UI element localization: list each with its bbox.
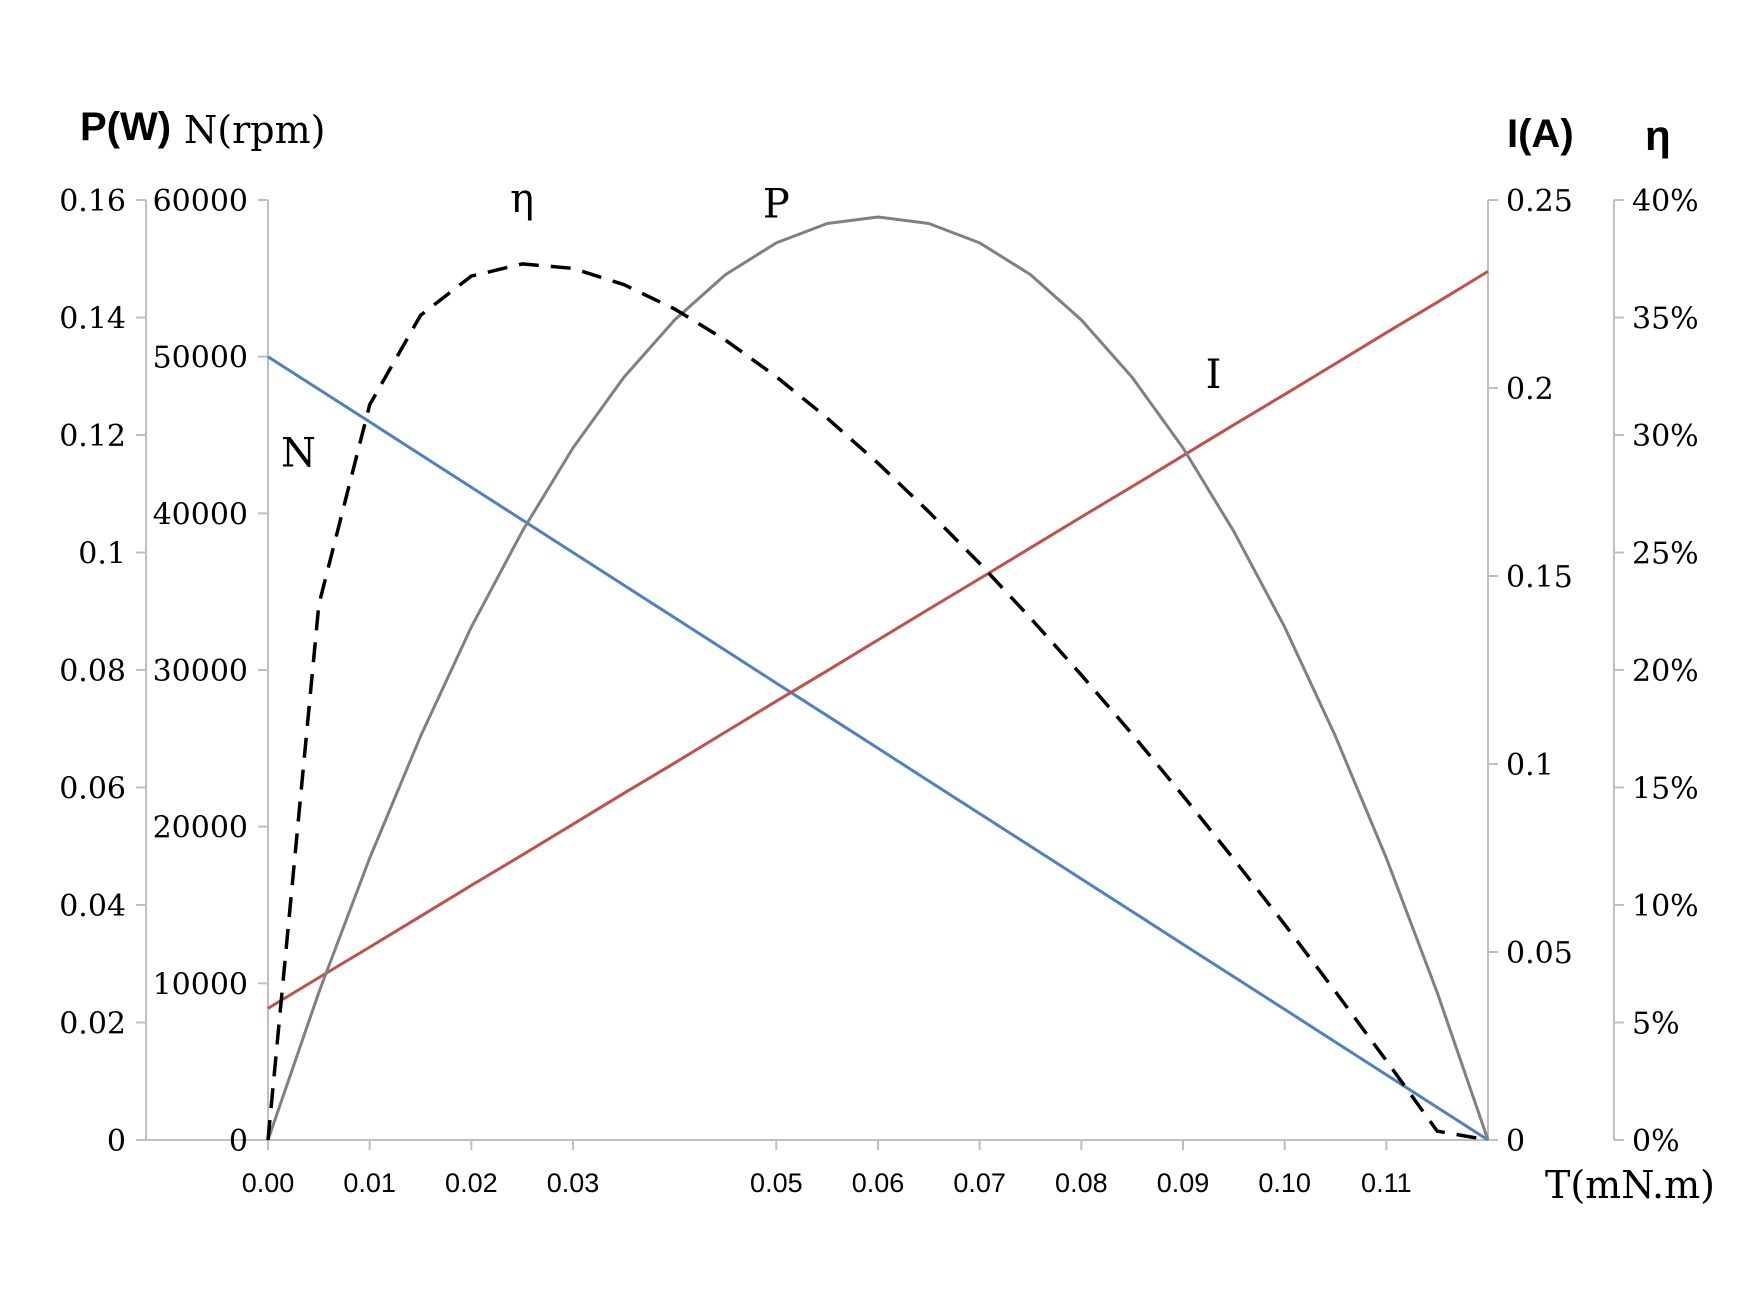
x-tick-label: 0.05 [750, 1168, 803, 1198]
axes-layer [136, 199, 1624, 1150]
curve-label-P: P [763, 182, 790, 228]
I-tick-label: 0 [1506, 1124, 1525, 1159]
I-tick-label: 0.2 [1506, 372, 1554, 407]
N-tick-label: 50000 [153, 341, 248, 376]
N-tick-label: 40000 [153, 497, 248, 532]
curve-label-N: N [281, 430, 316, 476]
x-tick-label: 0.00 [242, 1168, 295, 1198]
P-tick-label: 0.04 [59, 889, 126, 924]
x-tick-label: 0.09 [1157, 1168, 1210, 1198]
I-axis-title: I(A) [1507, 112, 1574, 156]
eta-tick-label: 0% [1632, 1124, 1680, 1159]
I-tick-label: 0.15 [1506, 560, 1573, 595]
series-N-line [267, 355, 1489, 1142]
N-tick-label: 0 [229, 1124, 248, 1159]
P-tick-label: 0.16 [59, 184, 126, 219]
x-tick-label: 0.07 [953, 1168, 1006, 1198]
P-tick-label: 0.12 [59, 419, 126, 454]
P-axis-title: P(W) [80, 105, 171, 149]
eta-axis-title: η [1645, 112, 1671, 159]
N-axis-title: N(rpm) [184, 108, 325, 152]
I-tick-label: 0.1 [1506, 748, 1554, 783]
curve-label-I: I [1206, 352, 1222, 398]
x-tick-label: 0.10 [1258, 1168, 1311, 1198]
N-tick-label: 30000 [153, 654, 248, 689]
eta-tick-label: 10% [1632, 889, 1699, 924]
x-tick-label: 0.02 [445, 1168, 498, 1198]
I-tick-label: 0.05 [1506, 936, 1573, 971]
eta-tick-label: 15% [1632, 772, 1699, 807]
eta-tick-label: 30% [1632, 419, 1699, 454]
P-tick-label: 0 [107, 1124, 126, 1159]
N-tick-label: 60000 [153, 184, 248, 219]
eta-tick-label: 20% [1632, 654, 1699, 689]
P-tick-label: 0.06 [59, 772, 126, 807]
curve-label-eta: η [510, 176, 534, 222]
x-tick-label: 0.06 [852, 1168, 905, 1198]
eta-tick-label: 40% [1632, 184, 1699, 219]
P-tick-label: 0.1 [78, 537, 126, 572]
x-axis-title: T(mN.m) [1545, 1163, 1715, 1207]
P-tick-label: 0.08 [59, 654, 126, 689]
P-tick-label: 0.02 [59, 1007, 126, 1042]
eta-tick-label: 35% [1632, 302, 1699, 337]
series-P-line [266, 215, 1490, 1141]
x-tick-label: 0.03 [547, 1168, 600, 1198]
x-tick-label: 0.11 [1361, 1168, 1412, 1198]
eta-tick-label: 5% [1632, 1007, 1680, 1042]
series-layer [266, 215, 1490, 1142]
N-tick-label: 20000 [153, 811, 248, 846]
I-tick-label: 0.25 [1506, 184, 1573, 219]
x-tick-label: 0.08 [1055, 1168, 1108, 1198]
series-I-line [267, 270, 1489, 1010]
x-tick-label: 0.01 [343, 1168, 396, 1198]
eta-tick-label: 25% [1632, 537, 1699, 572]
N-tick-label: 10000 [153, 967, 248, 1002]
labels-layer: 0.00 0.01 0.02 0.03 0.05 0.06 0.07 0.08 0.09 0.10… [59, 105, 1715, 1207]
series-eta-line [266, 262, 1489, 1142]
P-tick-label: 0.14 [59, 302, 126, 337]
